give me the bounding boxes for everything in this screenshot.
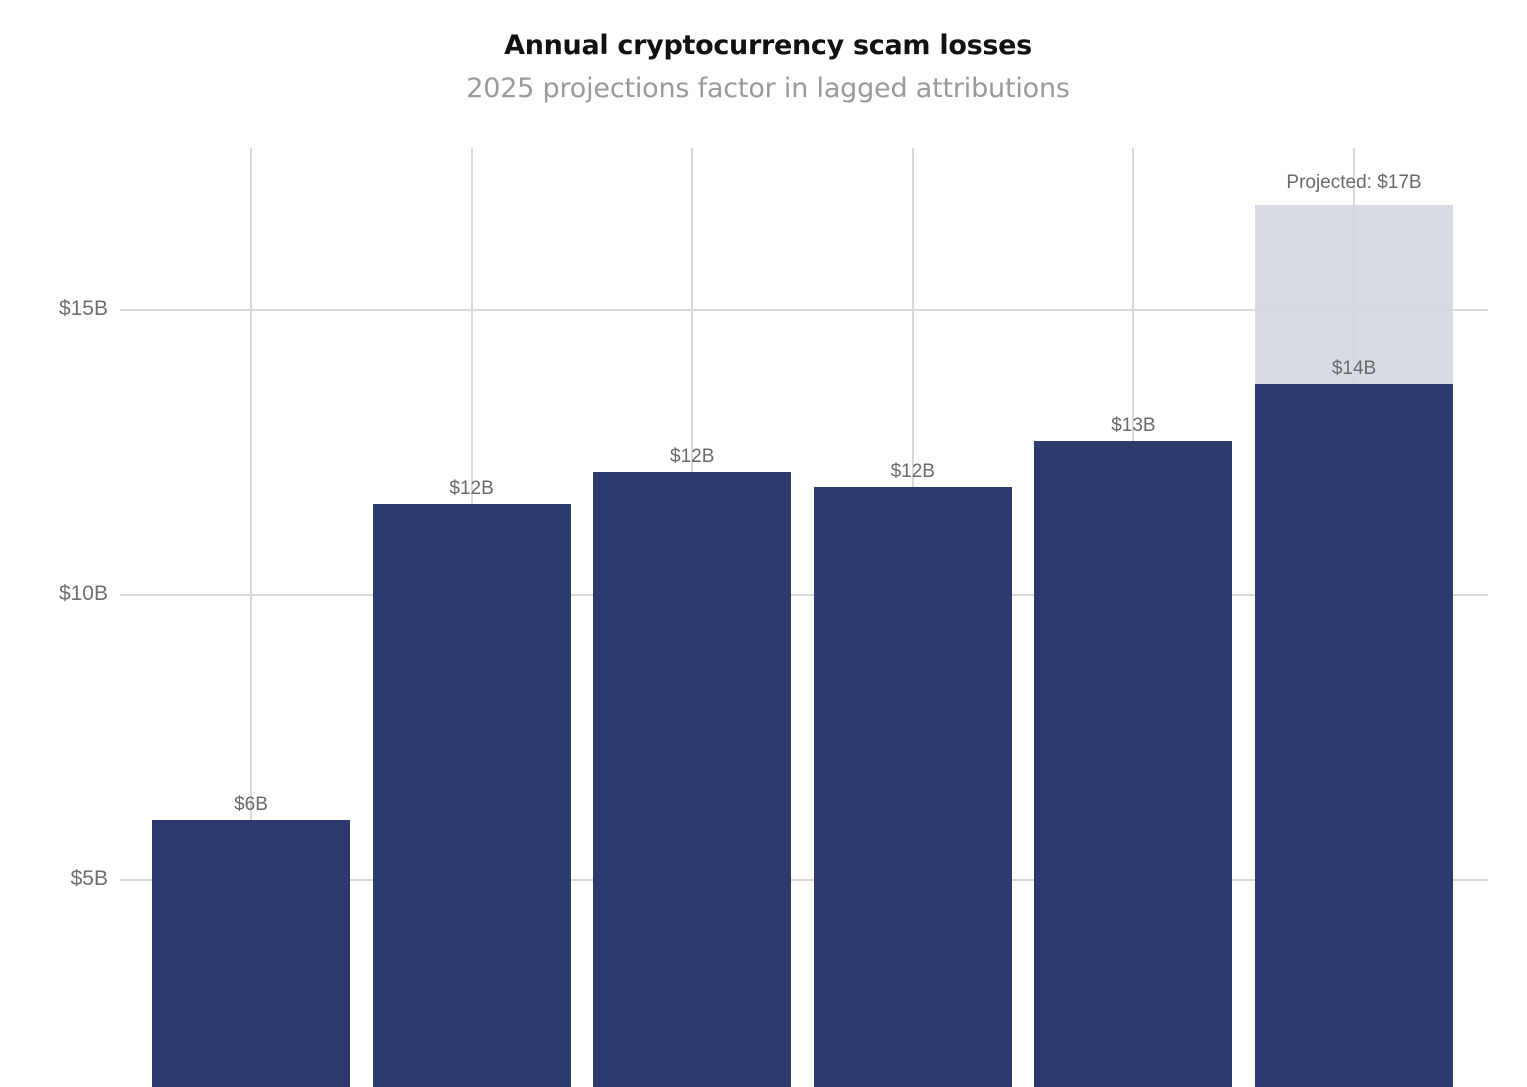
bar-value-label: $14B — [1331, 358, 1377, 380]
bar — [1255, 384, 1453, 1087]
y-gridline — [120, 594, 1488, 596]
bar-value-label: $6B — [234, 794, 268, 816]
bar — [372, 503, 571, 1087]
chart-title: Annual cryptocurrency scam losses — [504, 30, 1032, 61]
y-tick-label: $10B — [58, 582, 108, 605]
bar-value-label: $12B — [449, 477, 494, 499]
bar — [1034, 441, 1233, 1087]
bar — [593, 472, 792, 1087]
y-gridline — [120, 309, 1488, 311]
bar-value-label: $13B — [1111, 415, 1156, 437]
bar — [813, 486, 1012, 1087]
projected-label: Projected: $17B — [1286, 171, 1422, 193]
bar — [152, 820, 350, 1087]
projected-bar — [1255, 204, 1453, 385]
x-gridline — [250, 148, 252, 1087]
y-gridline — [120, 879, 1488, 881]
chart-subtitle: 2025 projections factor in lagged attrib… — [466, 73, 1070, 104]
bar-value-label: $12B — [890, 460, 935, 482]
y-tick-label: $5B — [70, 867, 108, 890]
y-tick-label: $15B — [58, 297, 108, 320]
bar-value-label: $12B — [670, 446, 715, 468]
